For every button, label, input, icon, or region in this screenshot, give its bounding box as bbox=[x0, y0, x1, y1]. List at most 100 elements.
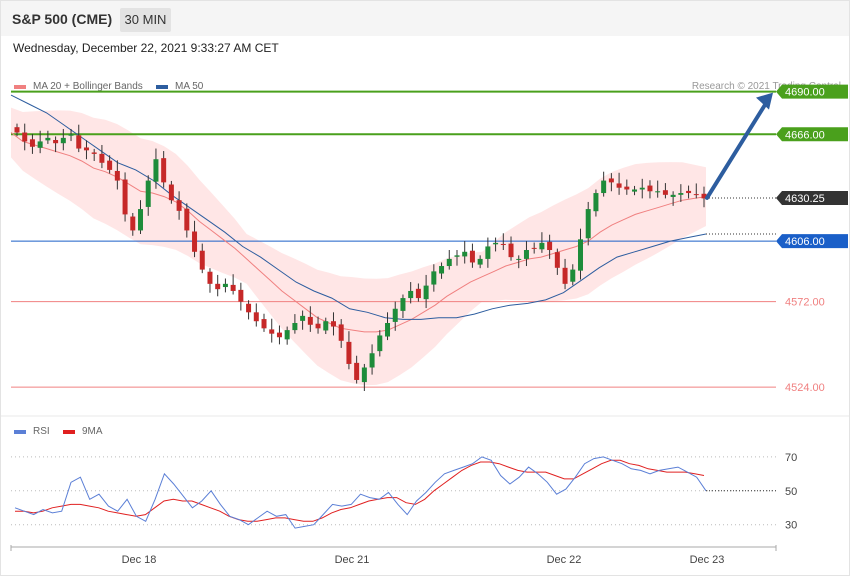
candle-body bbox=[192, 231, 198, 252]
chart-header: S&P 500 (CME) 30 MIN bbox=[1, 1, 849, 36]
candle-body bbox=[68, 134, 74, 136]
candle-body bbox=[323, 321, 329, 331]
candle-body bbox=[107, 160, 113, 170]
candle-body bbox=[300, 315, 306, 321]
candle-body bbox=[446, 258, 452, 267]
x-tick-label: Dec 21 bbox=[335, 554, 370, 566]
bollinger-band bbox=[11, 107, 706, 386]
candle-body bbox=[701, 193, 707, 199]
candle-body bbox=[585, 209, 591, 239]
x-tick-label: Dec 18 bbox=[122, 554, 157, 566]
rsi-legend-label: RSI bbox=[33, 426, 50, 437]
candle-body bbox=[554, 252, 560, 268]
candle-body bbox=[439, 266, 445, 274]
candle-body bbox=[269, 329, 275, 334]
candle-body bbox=[276, 332, 282, 338]
candle-body bbox=[408, 290, 414, 299]
level-label-4690.00: 4690.00 bbox=[785, 87, 825, 99]
candle-body bbox=[415, 288, 421, 299]
candle-body bbox=[647, 185, 653, 192]
timeframe-badge[interactable]: 30 MIN bbox=[120, 8, 171, 32]
rsi-ma-legend-label: 9MA bbox=[82, 426, 103, 437]
candle-body bbox=[577, 239, 583, 271]
legend-rsi: RSI bbox=[14, 426, 50, 437]
candle-body bbox=[400, 298, 406, 311]
level-label-4572.00: 4572.00 bbox=[785, 297, 825, 309]
candle-body bbox=[624, 186, 630, 190]
candle-body bbox=[53, 140, 59, 144]
candle-body bbox=[122, 179, 128, 215]
ma50-swatch bbox=[156, 84, 168, 89]
research-credit: Research © 2021 Trading Central bbox=[691, 81, 841, 92]
candle-body bbox=[60, 137, 66, 144]
candle-body bbox=[99, 153, 105, 163]
candle-body bbox=[22, 132, 28, 142]
candle-body bbox=[601, 180, 607, 194]
level-label-4524.00: 4524.00 bbox=[785, 382, 825, 394]
candle-body bbox=[215, 283, 221, 290]
candle-body bbox=[655, 191, 661, 193]
legend-ma20: MA 20 + Bollinger Bands bbox=[14, 81, 143, 92]
candle-body bbox=[246, 303, 252, 313]
candle-body bbox=[292, 322, 298, 331]
candle-body bbox=[168, 184, 174, 201]
candle-body bbox=[346, 341, 352, 364]
rsi-swatch bbox=[14, 429, 26, 434]
rsi-line bbox=[14, 456, 707, 529]
candle-body bbox=[377, 335, 383, 352]
level-tag-4606.00: 4606.00 bbox=[776, 234, 848, 249]
candle-body bbox=[369, 353, 375, 368]
level-tag-4630.25: 4630.25 bbox=[776, 190, 848, 205]
candle-body bbox=[539, 242, 545, 250]
x-tick-label: Dec 22 bbox=[547, 554, 582, 566]
candle-body bbox=[261, 319, 267, 329]
level-label-4666.00: 4666.00 bbox=[785, 129, 825, 141]
legend-ma50: MA 50 bbox=[156, 81, 203, 92]
rsi-ma-line bbox=[15, 459, 705, 522]
candle-body bbox=[91, 152, 97, 154]
candle-body bbox=[284, 330, 290, 340]
candle-body bbox=[153, 159, 159, 182]
candle-body bbox=[500, 243, 506, 245]
candle-body bbox=[686, 190, 692, 194]
candle-body bbox=[516, 258, 522, 260]
candle-body bbox=[608, 178, 614, 183]
candle-body bbox=[330, 321, 336, 327]
candle-body bbox=[593, 193, 599, 212]
candle-body bbox=[222, 283, 228, 288]
candle-body bbox=[632, 189, 638, 192]
ma50-legend-label: MA 50 bbox=[175, 81, 204, 92]
candle-body bbox=[83, 147, 89, 151]
candle-body bbox=[315, 323, 321, 329]
candle-body bbox=[253, 312, 259, 322]
candle-body bbox=[130, 216, 136, 231]
candle-body bbox=[176, 200, 182, 211]
candle-body bbox=[385, 322, 391, 337]
candle-body bbox=[531, 247, 537, 249]
candle-body bbox=[361, 367, 367, 383]
level-label-4606.00: 4606.00 bbox=[785, 236, 825, 248]
ma20-legend-label: MA 20 + Bollinger Bands bbox=[33, 81, 143, 92]
candle-body bbox=[423, 285, 429, 300]
rsi-tick-50: 50 bbox=[785, 486, 797, 498]
candle-body bbox=[678, 193, 684, 195]
level-tag-4666.00: 4666.00 bbox=[776, 127, 848, 142]
candle-body bbox=[523, 250, 529, 259]
forecast-arrow-shaft bbox=[705, 99, 769, 200]
rsi-tick-70: 70 bbox=[785, 452, 797, 464]
candle-body bbox=[29, 139, 35, 147]
level-tag-bg bbox=[776, 84, 848, 99]
candle-body bbox=[570, 269, 576, 282]
candle-body bbox=[392, 308, 398, 322]
candle-body bbox=[462, 251, 468, 257]
candle-body bbox=[469, 250, 475, 263]
level-tag-bg bbox=[776, 127, 848, 142]
candle-body bbox=[693, 194, 699, 196]
candle-body bbox=[138, 209, 144, 231]
candle-body bbox=[662, 190, 668, 195]
ma20-swatch bbox=[14, 84, 26, 89]
candle-body bbox=[207, 271, 213, 284]
candle-body bbox=[114, 170, 120, 181]
candle-body bbox=[508, 243, 514, 258]
level-tag-bg bbox=[776, 234, 848, 249]
